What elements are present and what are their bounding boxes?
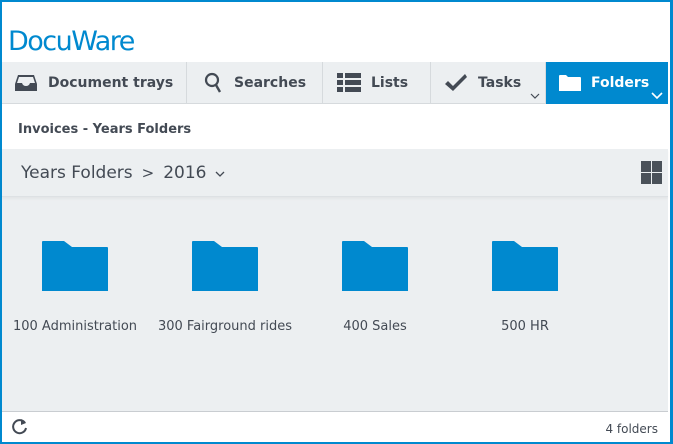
tab-searches[interactable]: Searches — [187, 62, 323, 104]
status-bar: 4 folders — [2, 411, 668, 442]
tab-folders[interactable]: Folders — [546, 62, 668, 104]
folder-item[interactable]: 300 Fairground rides — [150, 241, 300, 334]
tab-label: Searches — [234, 75, 307, 91]
folder-item[interactable]: 100 Administration — [0, 241, 150, 334]
folder-item[interactable]: 500 HR — [450, 241, 600, 334]
list-icon — [337, 72, 361, 94]
tab-label: Tasks — [478, 75, 522, 91]
folder-name: 400 Sales — [343, 319, 407, 334]
folder-icon — [42, 241, 108, 291]
grid-icon-cell — [641, 173, 651, 184]
chevron-down-icon[interactable] — [651, 91, 663, 102]
tab-label: Lists — [371, 75, 409, 91]
docuware-logo: DocuWare — [8, 26, 135, 57]
refresh-button[interactable] — [11, 418, 29, 440]
tab-label: Folders — [591, 75, 650, 91]
folder-item[interactable]: 400 Sales — [300, 241, 450, 334]
folder-icon — [192, 241, 258, 291]
grid-icon-cell — [652, 173, 662, 184]
folder-icon — [559, 75, 581, 91]
folder-name: 300 Fairground rides — [157, 319, 293, 334]
folder-icon — [492, 241, 558, 291]
page-title: Invoices - Years Folders — [18, 122, 192, 137]
grid-icon — [641, 161, 651, 172]
breadcrumb-separator: > — [141, 164, 155, 182]
tab-document-trays[interactable]: Document trays — [2, 62, 187, 104]
header: DocuWare — [2, 2, 670, 62]
tab-label: Document trays — [48, 75, 174, 91]
tab-tasks[interactable]: Tasks — [431, 62, 546, 104]
folder-name: 100 Administration — [12, 319, 138, 334]
tab-lists[interactable]: Lists — [323, 62, 431, 104]
inbox-tray-icon — [14, 73, 38, 93]
grid-icon-cell — [652, 161, 662, 172]
checkmark-icon — [444, 73, 468, 93]
breadcrumb-current[interactable]: 2016 — [163, 163, 207, 183]
path-bar: Years Folders > 2016 — [2, 149, 668, 197]
folder-count: 4 folders — [605, 422, 658, 436]
main-tabs: Document trays Searches Lists — [2, 62, 668, 104]
search-icon — [204, 72, 224, 94]
refresh-icon — [12, 419, 27, 435]
grid-view-toggle[interactable] — [641, 161, 662, 184]
folder-browser: Years Folders > 2016 100 Administration — [2, 149, 668, 411]
breadcrumb-root[interactable]: Years Folders — [21, 163, 133, 183]
folder-icon — [342, 241, 408, 291]
chevron-down-icon[interactable] — [530, 91, 540, 102]
breadcrumb: Years Folders > 2016 — [21, 163, 225, 183]
chevron-down-icon[interactable] — [215, 167, 225, 180]
folder-name: 500 HR — [501, 319, 549, 334]
